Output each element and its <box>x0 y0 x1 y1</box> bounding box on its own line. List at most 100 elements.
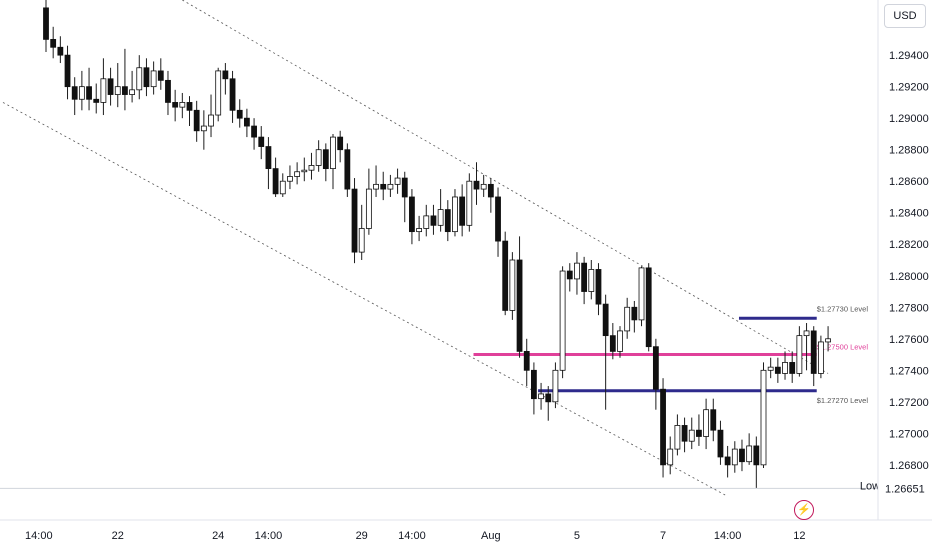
candle-body <box>538 393 544 400</box>
time-tick-label: 12 <box>793 530 805 542</box>
candle-body <box>782 362 788 374</box>
time-tick-label: 14:00 <box>255 530 283 542</box>
candle-body <box>71 86 78 100</box>
candle-body <box>78 86 85 100</box>
price-tick-label: 1.28600 <box>889 176 929 188</box>
candle-body <box>523 350 530 371</box>
time-tick-label: 14:00 <box>398 530 426 542</box>
candle-body <box>552 369 559 403</box>
candle-body <box>409 196 415 233</box>
candle-body <box>222 70 229 80</box>
candle-body <box>380 183 387 190</box>
price-tick-label: 1.27600 <box>889 334 929 346</box>
candle-body <box>373 183 379 190</box>
candle-body <box>337 136 344 151</box>
candle-body <box>107 78 114 95</box>
candle-body <box>588 269 595 292</box>
candle-body <box>710 409 717 431</box>
candle-body <box>696 429 702 437</box>
candle-body <box>186 102 193 111</box>
candle-body <box>617 330 623 352</box>
candle-body <box>315 149 322 166</box>
candle-body <box>717 429 724 458</box>
candle-body <box>595 269 602 305</box>
candle-body <box>265 146 272 170</box>
time-axis[interactable]: 14:00 22 24 14:00 29 14:00 Aug 5 7 14:00 12 <box>25 530 805 542</box>
candle-body <box>430 215 437 226</box>
candle-body <box>753 445 760 466</box>
price-axis[interactable]: 1.29400 1.29200 1.29000 1.28800 1.28600 1.284… <box>889 50 929 472</box>
candle-body <box>215 70 222 116</box>
candle-body <box>624 306 631 332</box>
candle-body <box>760 369 767 466</box>
candle-body <box>602 303 609 337</box>
candle-body <box>502 240 509 311</box>
candle-body <box>774 366 781 374</box>
candle-body <box>322 149 329 170</box>
candle-body <box>86 86 92 100</box>
low-value: 1.26651 <box>885 483 925 495</box>
candle-body <box>401 177 408 198</box>
candle-body <box>545 393 552 403</box>
candle-body <box>437 209 444 226</box>
price-levels-layer: $1.27730 Level $1.27500 Level $1.27270 Lev… <box>473 304 869 405</box>
time-tick-label: 29 <box>356 530 368 542</box>
candle-body <box>423 215 430 229</box>
candle-body <box>731 448 738 466</box>
candle-body <box>243 117 250 127</box>
candle-body <box>351 188 358 253</box>
candle-body <box>444 209 451 233</box>
candle-body <box>236 109 243 119</box>
time-tick-label: 7 <box>660 530 666 542</box>
candle-body <box>251 125 257 138</box>
price-tick-label: 1.27800 <box>889 302 929 314</box>
candle-body <box>574 262 580 280</box>
candle-body <box>703 409 709 437</box>
candle-body <box>638 267 645 321</box>
candle-body <box>645 267 652 348</box>
currency-selector[interactable]: USD <box>884 4 926 28</box>
candles-layer <box>43 0 831 489</box>
price-tick-label: 1.28800 <box>889 145 929 157</box>
candle-body <box>796 335 803 374</box>
candle-body <box>509 259 516 311</box>
candle-body <box>330 136 336 170</box>
candle-body <box>581 262 588 292</box>
candle-body <box>50 38 57 48</box>
candle-body <box>531 369 537 400</box>
price-level-label: $1.27500 Level <box>817 343 869 352</box>
candle-body <box>258 136 265 147</box>
price-tick-label: 1.29400 <box>889 50 929 62</box>
candle-body <box>688 429 695 442</box>
candle-body <box>495 196 501 242</box>
candle-body <box>566 270 573 280</box>
candle-body <box>229 78 236 111</box>
lightning-bolt-icon[interactable]: ⚡ <box>794 500 814 520</box>
candle-body <box>739 448 745 463</box>
price-tick-label: 1.28400 <box>889 208 929 220</box>
price-level-label: $1.27730 Level <box>817 304 869 313</box>
candle-body <box>609 335 616 352</box>
time-tick-label: Aug <box>481 530 501 542</box>
price-tick-label: 1.29200 <box>889 82 929 94</box>
price-tick-label: 1.29000 <box>889 113 929 125</box>
candle-body <box>208 114 214 127</box>
candle-body <box>789 362 796 374</box>
candle-body <box>681 425 688 442</box>
candle-body <box>394 177 401 185</box>
candle-body <box>57 46 64 56</box>
candle-body <box>516 259 523 352</box>
candle-body <box>294 171 301 177</box>
candle-body <box>825 338 831 343</box>
time-tick-label: 24 <box>212 530 224 542</box>
price-tick-label: 1.27400 <box>889 365 929 377</box>
candle-body <box>122 86 128 95</box>
upper-channel-line <box>182 0 829 374</box>
price-tick-label: 1.27000 <box>889 428 929 440</box>
candle-body <box>301 169 308 173</box>
low-label: Low <box>860 480 880 492</box>
candle-body <box>172 102 179 108</box>
lower-channel-line <box>2 102 728 497</box>
candle-body <box>559 270 566 371</box>
